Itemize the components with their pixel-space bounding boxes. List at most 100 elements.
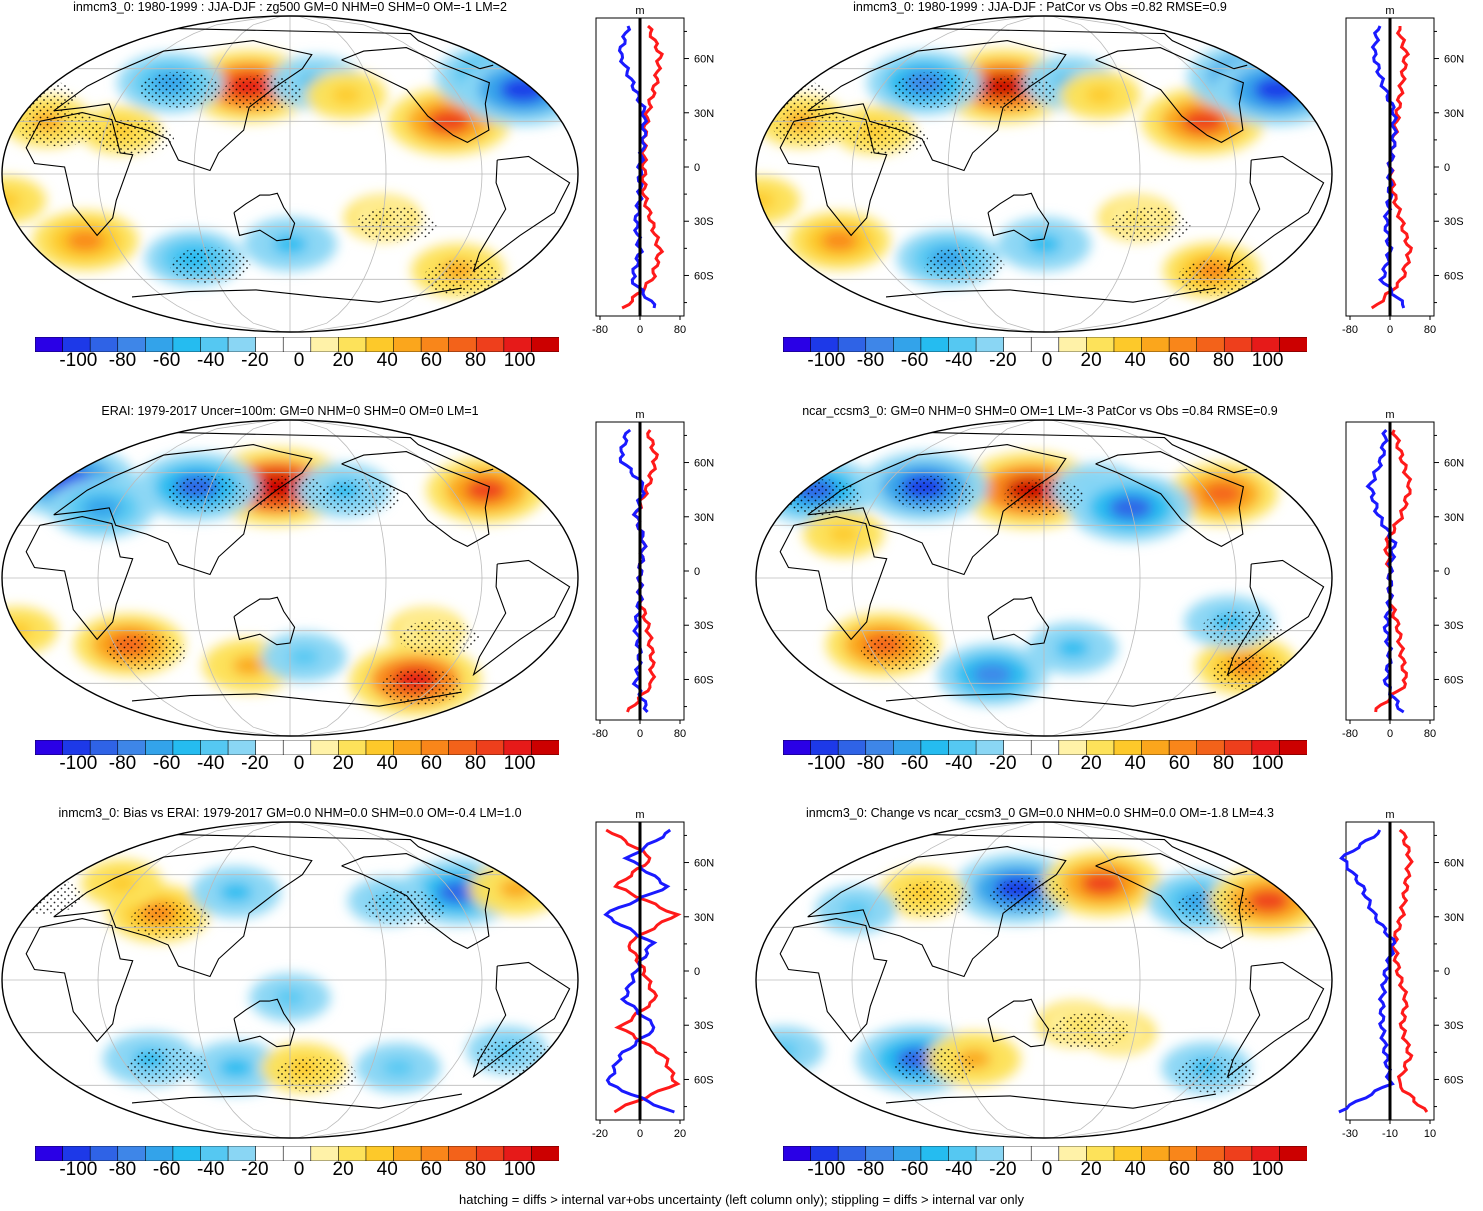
colorbar-swatch xyxy=(531,740,559,755)
profile-x-label: 80 xyxy=(1424,324,1436,336)
panel-3-map xyxy=(1,419,579,737)
north-america-outline xyxy=(341,451,491,548)
profile-x-label: 0 xyxy=(637,728,643,740)
anomaly-blob-core xyxy=(972,663,1013,686)
profile-lat-label: 0 xyxy=(1444,566,1450,578)
profile-lat-label: 60N xyxy=(1444,54,1464,66)
colorbar-tick-label: 0 xyxy=(1041,1159,1053,1180)
profile-lat-label: 60N xyxy=(1444,858,1464,870)
anomaly-blob-core xyxy=(1085,86,1115,104)
anomaly-blob-core xyxy=(219,882,253,902)
profile-x-label: 0 xyxy=(1387,324,1393,336)
australia-outline xyxy=(233,998,296,1048)
profile-lat-label: 30S xyxy=(1444,216,1464,228)
colorbar-tick-label: 40 xyxy=(376,1159,398,1180)
profile-x-label: 10 xyxy=(1424,1128,1436,1140)
colorbar-tick-label: -20 xyxy=(989,1159,1017,1180)
colorbar-tick-label: -60 xyxy=(900,350,929,371)
stippling xyxy=(19,110,100,147)
profile-series-blue xyxy=(618,428,649,714)
colorbar-tick-label: 80 xyxy=(1212,1159,1235,1180)
colorbar-tick-label: 100 xyxy=(503,350,536,371)
africa-outline xyxy=(779,516,888,641)
colorbar-tick-label: -80 xyxy=(856,350,885,371)
profile-x-label: 20 xyxy=(674,1128,686,1140)
panel-1-title: inmcm3_0: 1980-1999 : JJA-DJF : zg500 GM… xyxy=(73,0,507,14)
panel-6-profile: m 60N 30N 0 30S 60S -30 -10 10 xyxy=(1338,809,1464,1140)
colorbar-tick-label: 80 xyxy=(1212,753,1235,774)
anomaly-blob-core xyxy=(820,230,858,252)
colorbar-swatch xyxy=(1279,1146,1307,1161)
stippling xyxy=(2,877,83,914)
colorbar-tick-label: -100 xyxy=(807,350,846,371)
profile-lat-label: 30S xyxy=(1444,620,1464,632)
profile-lat-label: 0 xyxy=(694,966,700,978)
stippling xyxy=(1212,654,1293,691)
colorbar-tick-label: 100 xyxy=(1251,1159,1284,1180)
eurasia-outline xyxy=(807,444,1067,576)
stippling xyxy=(1201,610,1282,647)
colorbar-tick-label: -80 xyxy=(108,350,137,371)
colorbar-tick-label: -60 xyxy=(900,1159,929,1180)
north-america-outline xyxy=(341,853,491,950)
stippling xyxy=(894,475,975,512)
australia-outline xyxy=(987,192,1050,242)
panel-3-profile: m 60N 30N 0 30S 60S -80 0 80 xyxy=(592,409,714,740)
colorbar-tick-label: -20 xyxy=(989,350,1017,371)
africa-outline xyxy=(25,516,134,641)
stippling xyxy=(892,881,973,918)
south-america-outline xyxy=(472,155,571,273)
colorbar-swatch xyxy=(1279,740,1307,755)
north-america-outline xyxy=(1095,47,1245,144)
colorbar-tick-label: -20 xyxy=(241,1159,269,1180)
colorbar-tick-label: 40 xyxy=(376,753,398,774)
longitude-gridline xyxy=(193,822,283,1138)
stippling xyxy=(94,119,175,156)
longitude-gridline xyxy=(305,822,483,1138)
colorbar-tick-label: 0 xyxy=(1041,350,1053,371)
panel-2-title: inmcm3_0: 1980-1999 : JJA-DJF : PatCor v… xyxy=(853,0,1227,14)
map-border xyxy=(1,419,579,737)
anomaly-blob-core xyxy=(1247,889,1290,913)
eurasia-outline xyxy=(53,40,313,172)
anomaly-blob-core xyxy=(331,86,361,104)
colorbar-tick-label: 20 xyxy=(332,753,354,774)
eurasia-outline xyxy=(53,846,313,978)
south-america-outline xyxy=(1226,961,1325,1079)
longitude-gridline xyxy=(193,16,283,332)
profile-unit: m xyxy=(635,5,644,17)
profile-x-label: -80 xyxy=(592,728,608,740)
profile-unit: m xyxy=(1385,409,1394,421)
panel-1-map xyxy=(1,15,579,333)
colorbar-swatch xyxy=(1279,337,1307,352)
stippling xyxy=(1110,206,1191,243)
colorbar-tick-label: -60 xyxy=(900,753,929,774)
longitude-gridline xyxy=(1059,822,1237,1138)
profile-x-label: 80 xyxy=(1424,728,1436,740)
anomaly-blob-core xyxy=(828,525,859,543)
stippling xyxy=(399,619,480,656)
profile-lat-label: 60S xyxy=(694,674,714,686)
stippling xyxy=(107,633,188,670)
colorbar-tick-label: 20 xyxy=(1080,350,1102,371)
africa-outline xyxy=(779,918,888,1043)
colorbar-tick-label: -80 xyxy=(856,1159,885,1180)
north-america-outline xyxy=(341,47,491,144)
australia-outline xyxy=(233,596,296,646)
colorbar-tick-label: -100 xyxy=(59,753,98,774)
colorbar-tick-label: -40 xyxy=(197,1159,225,1180)
anomaly-blob-core xyxy=(288,648,320,666)
profile-lat-label: 60N xyxy=(694,54,714,66)
north-america-outline xyxy=(1095,853,1245,950)
profile-lat-label: 0 xyxy=(694,566,700,578)
panel-5-profile: m 60N 30N 0 30S 60S -20 0 20 xyxy=(592,809,714,1140)
colorbar-tick-label: -40 xyxy=(945,753,973,774)
panel-5-colorbar xyxy=(35,1146,559,1161)
antarctica-outline xyxy=(885,287,1216,303)
colorbar-tick-label: 60 xyxy=(1168,350,1190,371)
profile-lat-label: 30N xyxy=(1444,108,1464,120)
colorbar-tick-label: 100 xyxy=(503,1159,536,1180)
anomaly-blob-core xyxy=(66,229,105,252)
longitude-gridline xyxy=(947,420,1037,736)
profile-series-red xyxy=(1390,828,1429,1113)
